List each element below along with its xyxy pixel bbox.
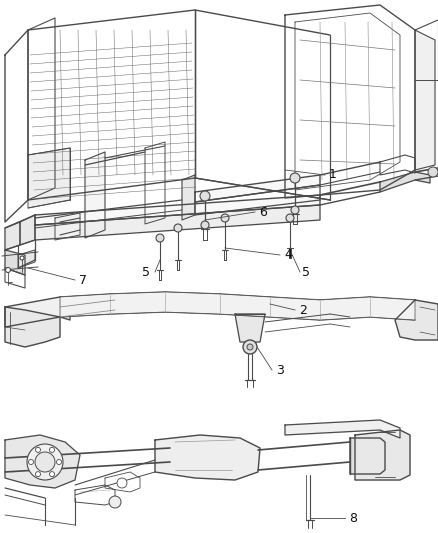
Circle shape [49, 472, 54, 477]
Circle shape [286, 214, 294, 222]
Circle shape [57, 459, 61, 464]
Polygon shape [5, 250, 25, 275]
Circle shape [290, 173, 300, 183]
Circle shape [243, 340, 257, 354]
Circle shape [201, 221, 209, 229]
Circle shape [247, 344, 253, 350]
Polygon shape [55, 213, 80, 240]
Circle shape [117, 478, 127, 488]
Polygon shape [18, 250, 35, 268]
Polygon shape [35, 195, 320, 225]
Text: 1: 1 [329, 168, 337, 182]
Circle shape [27, 444, 63, 480]
Polygon shape [35, 205, 320, 240]
Polygon shape [5, 222, 20, 250]
Polygon shape [355, 430, 410, 480]
Circle shape [6, 268, 11, 272]
Polygon shape [20, 215, 35, 245]
Circle shape [109, 496, 121, 508]
Polygon shape [182, 175, 195, 220]
Polygon shape [5, 307, 60, 347]
Circle shape [28, 459, 33, 464]
Text: 3: 3 [276, 364, 284, 376]
Polygon shape [395, 300, 438, 340]
Circle shape [174, 224, 182, 232]
Circle shape [200, 191, 210, 201]
Polygon shape [5, 297, 70, 327]
Polygon shape [380, 172, 430, 192]
Circle shape [35, 447, 40, 453]
Polygon shape [235, 314, 265, 342]
Polygon shape [5, 435, 80, 488]
Polygon shape [285, 420, 400, 438]
Text: 7: 7 [79, 273, 87, 287]
Circle shape [20, 256, 24, 260]
Circle shape [291, 206, 299, 214]
Circle shape [428, 167, 438, 177]
Polygon shape [60, 292, 415, 320]
Text: 5: 5 [302, 265, 310, 279]
Polygon shape [28, 148, 70, 208]
Polygon shape [85, 152, 105, 238]
Circle shape [35, 472, 40, 477]
Text: 8: 8 [349, 512, 357, 524]
Text: 4: 4 [284, 248, 292, 262]
Circle shape [156, 234, 164, 242]
Polygon shape [415, 30, 435, 170]
Polygon shape [155, 435, 260, 480]
Polygon shape [195, 175, 320, 202]
Circle shape [221, 214, 229, 222]
Polygon shape [350, 438, 385, 474]
Text: 5: 5 [142, 265, 150, 279]
Circle shape [35, 452, 55, 472]
Circle shape [49, 447, 54, 453]
Text: 2: 2 [299, 303, 307, 317]
Text: 6: 6 [259, 206, 267, 219]
